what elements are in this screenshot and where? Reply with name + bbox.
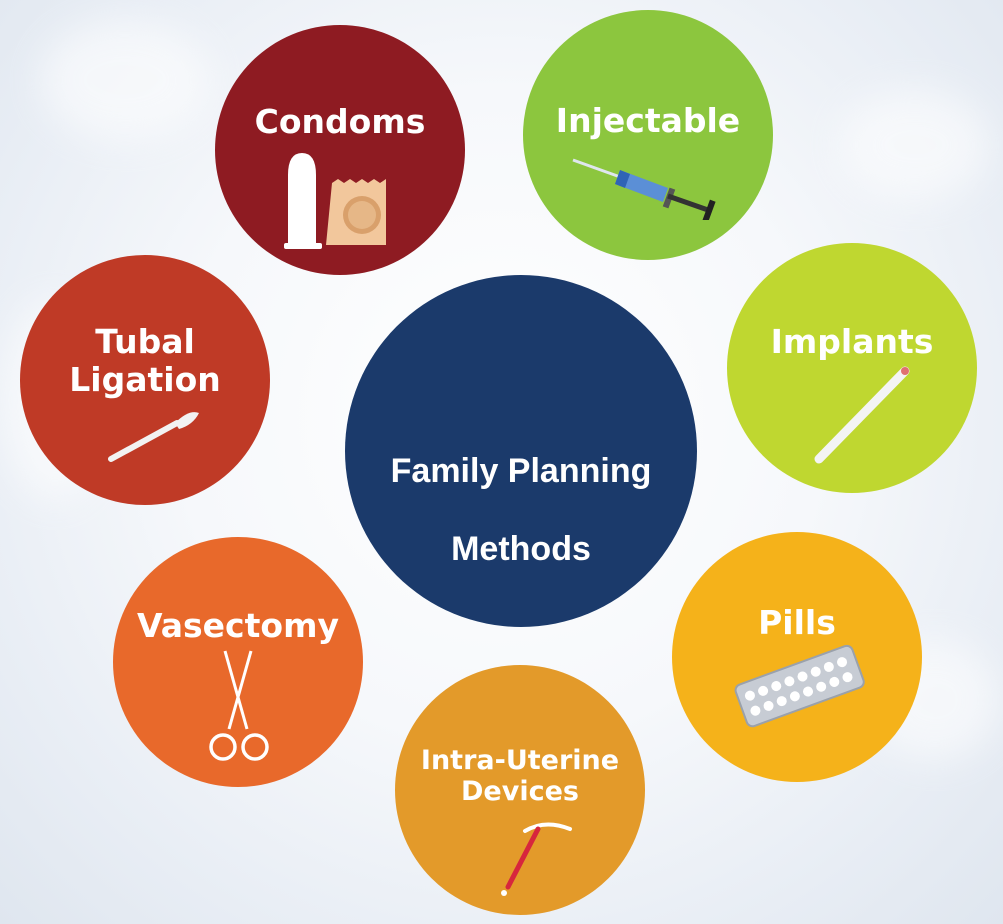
method-label-pills: Pills <box>758 603 836 642</box>
center-hub: Family Planning Methods <box>345 275 697 627</box>
method-iud: Intra-Uterine Devices <box>395 665 645 915</box>
center-title: Family Planning Methods <box>345 413 697 569</box>
method-implants: Implants <box>727 243 977 493</box>
method-tubal-ligation: Tubal Ligation <box>20 255 270 505</box>
pill-pack-icon <box>734 644 865 728</box>
implant-rod-icon <box>814 366 910 464</box>
method-pills: Pills <box>672 532 922 782</box>
method-vasectomy: Vasectomy <box>113 537 363 787</box>
scissors-icon <box>209 650 269 761</box>
scalpel-icon <box>108 412 199 462</box>
method-condoms: Condoms <box>215 25 465 275</box>
method-label-injectable: Injectable <box>555 101 741 140</box>
iud-icon <box>501 822 572 896</box>
syringe-icon <box>572 158 716 220</box>
center-title-line1: Family Planning <box>390 452 652 491</box>
method-label-iud: Intra-Uterine Devices <box>420 745 620 808</box>
condom-icon <box>284 153 386 249</box>
method-label-condoms: Condoms <box>254 102 426 141</box>
method-injectable: Injectable <box>523 10 773 260</box>
method-label-implants: Implants <box>770 322 934 361</box>
method-label-tubal-ligation: Tubal Ligation <box>69 322 221 399</box>
method-label-vasectomy: Vasectomy <box>137 606 339 645</box>
center-title-line2: Methods <box>451 530 591 569</box>
